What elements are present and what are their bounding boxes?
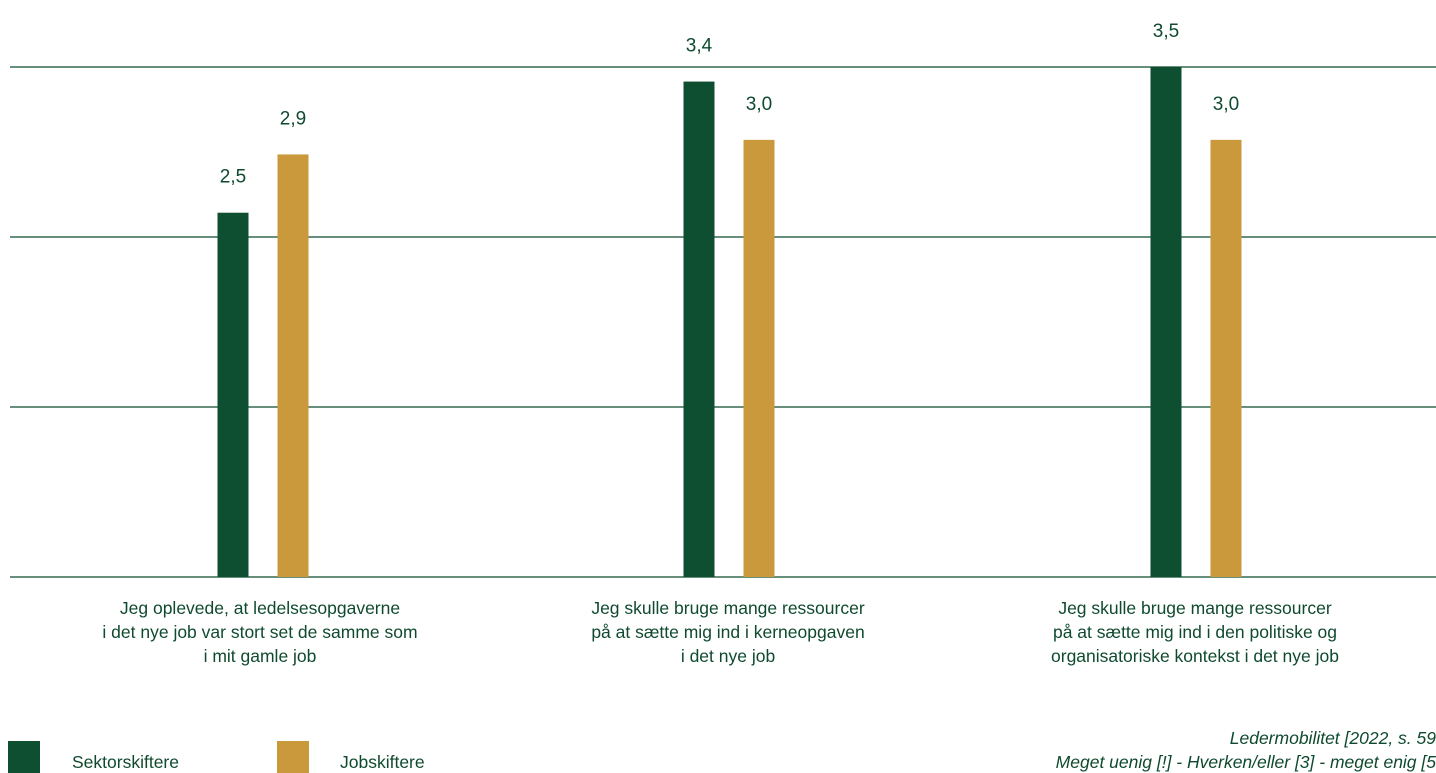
bar-jobskiftere-2 bbox=[743, 139, 775, 577]
legend-swatch-jobskiftere bbox=[277, 741, 309, 773]
data-label-jobskiftere-2: 3,0 bbox=[746, 94, 772, 115]
legend-swatch-sektorskiftere bbox=[8, 741, 40, 773]
category-label-2: Jeg skulle bruge mange ressourcer på at … bbox=[591, 598, 865, 666]
source-line-1: Ledermobilitet [2022, s. 59 bbox=[1229, 728, 1436, 748]
bar-jobskiftere-1 bbox=[277, 154, 309, 577]
data-label-sektorskiftere-1: 2,5 bbox=[220, 167, 246, 188]
source-line-2: Meget uenig [!] - Hverken/eller [3] - me… bbox=[1055, 752, 1436, 772]
bar-chart-plot: 2,5 3,4 3,5 2,9 3,0 3,0 bbox=[10, 21, 1436, 578]
bar-sektorskiftere-2 bbox=[683, 81, 715, 578]
category-label-3: Jeg skulle bruge mange ressourcer på at … bbox=[1051, 598, 1339, 666]
data-label-jobskiftere-3: 3,0 bbox=[1213, 94, 1239, 115]
legend-label-sektorskiftere: Sektorskiftere bbox=[72, 752, 179, 772]
data-label-sektorskiftere-2: 3,4 bbox=[686, 36, 713, 57]
bar-sektorskiftere-1 bbox=[217, 212, 249, 577]
bar-sektorskiftere-3 bbox=[1150, 67, 1182, 577]
legend-label-jobskiftere: Jobskiftere bbox=[340, 752, 425, 772]
data-label-sektorskiftere-3: 3,5 bbox=[1153, 21, 1179, 42]
category-label-1: Jeg oplevede, at ledelsesopgaverne i det… bbox=[102, 598, 418, 666]
data-label-jobskiftere-1: 2,9 bbox=[280, 108, 306, 129]
bar-jobskiftere-3 bbox=[1210, 139, 1242, 577]
